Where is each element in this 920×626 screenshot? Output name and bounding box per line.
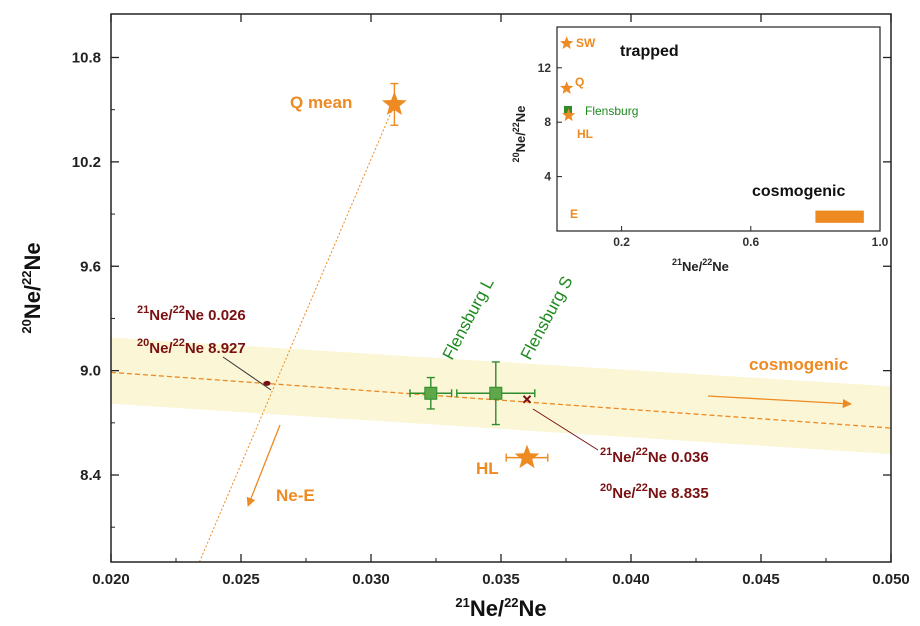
x-tick-label: 0.035	[482, 571, 520, 588]
x-tick-label: 0.045	[742, 571, 780, 588]
intersection-2-y-label: 20Ne/22Ne 8.835	[600, 482, 709, 502]
intersection-2-leader	[532, 408, 599, 451]
inset-y-tick-label: 4	[544, 170, 551, 184]
x-tick-label: 0.030	[352, 571, 390, 588]
cosmogenic-label: cosmogenic	[749, 355, 848, 374]
point-q-mean-star	[382, 91, 407, 115]
inset-cosmogenic-label: cosmogenic	[752, 183, 845, 200]
point-flensburg-s-square	[489, 386, 503, 400]
y-tick-label: 10.2	[72, 154, 101, 171]
intersection-1-x-label: 21Ne/22Ne 0.026	[137, 304, 246, 324]
inset-chart: 0.2 0.6 1.0 4 8 12 21Ne/22Ne 20Ne/22Ne trappe…	[511, 26, 889, 274]
inset-x-tick-label: 1.0	[872, 235, 889, 249]
y-tick-label: 10.8	[72, 49, 101, 66]
ne-e-mixing-line	[198, 104, 395, 562]
point-flensburg-l-square	[424, 386, 438, 400]
y-tick-label: 9.0	[80, 363, 101, 380]
inset-x-tick-label: 0.6	[742, 235, 759, 249]
y-tick-label: 8.4	[80, 467, 102, 484]
ne-e-label: Ne-E	[276, 486, 315, 505]
inset-frame	[556, 26, 881, 232]
cosmogenic-line	[111, 371, 891, 429]
intersection-1-point	[263, 380, 271, 386]
y-axis-label: 20Ne/22Ne	[19, 242, 45, 333]
x-tick-label: 0.050	[872, 571, 910, 588]
inset-sw-label: SW	[576, 36, 596, 50]
inset-point-flensburg-square	[563, 105, 572, 114]
inset-point-hl-star	[562, 108, 576, 122]
inset-point-sw-star	[560, 36, 574, 49]
x-tick-label: 0.025	[222, 571, 260, 588]
inset-trapped-label: trapped	[620, 43, 679, 60]
point-hl-star	[514, 444, 540, 469]
y-tick-label: 9.6	[80, 258, 101, 275]
inset-e-label: E	[570, 207, 578, 221]
flensburg-s-label: Flensburg S	[517, 273, 577, 363]
intersection-2-point	[522, 395, 532, 404]
intersection-2-x-label: 21Ne/22Ne 0.036	[600, 446, 709, 466]
intersection-1-y-label: 20Ne/22Ne 8.927	[137, 337, 246, 357]
inset-background	[557, 27, 880, 231]
inset-point-q-star	[560, 81, 574, 94]
flensburg-l-label: Flensburg L	[439, 275, 498, 363]
hl-label: HL	[476, 459, 499, 478]
inset-x-tick-label: 0.2	[613, 235, 630, 249]
x-axis-label: 21Ne/22Ne	[455, 595, 546, 621]
ne-e-arrow	[246, 424, 281, 507]
intersection-1-leader	[222, 356, 272, 391]
inset-q-label: Q	[575, 75, 584, 89]
q-mean-label: Q mean	[290, 93, 352, 112]
inset-y-tick-label: 12	[538, 61, 552, 75]
inset-hl-label: HL	[577, 127, 593, 141]
inset-y-label: 20Ne/22Ne	[511, 106, 528, 163]
inset-y-tick-label: 8	[544, 115, 551, 129]
x-tick-label: 0.020	[92, 571, 130, 588]
cosmogenic-arrow	[707, 395, 852, 409]
inset-flensburg-label: Flensburg	[585, 104, 638, 118]
inset-x-label: 21Ne/22Ne	[672, 257, 729, 274]
x-tick-label: 0.040	[612, 571, 650, 588]
inset-cosmogenic-range	[815, 210, 864, 223]
